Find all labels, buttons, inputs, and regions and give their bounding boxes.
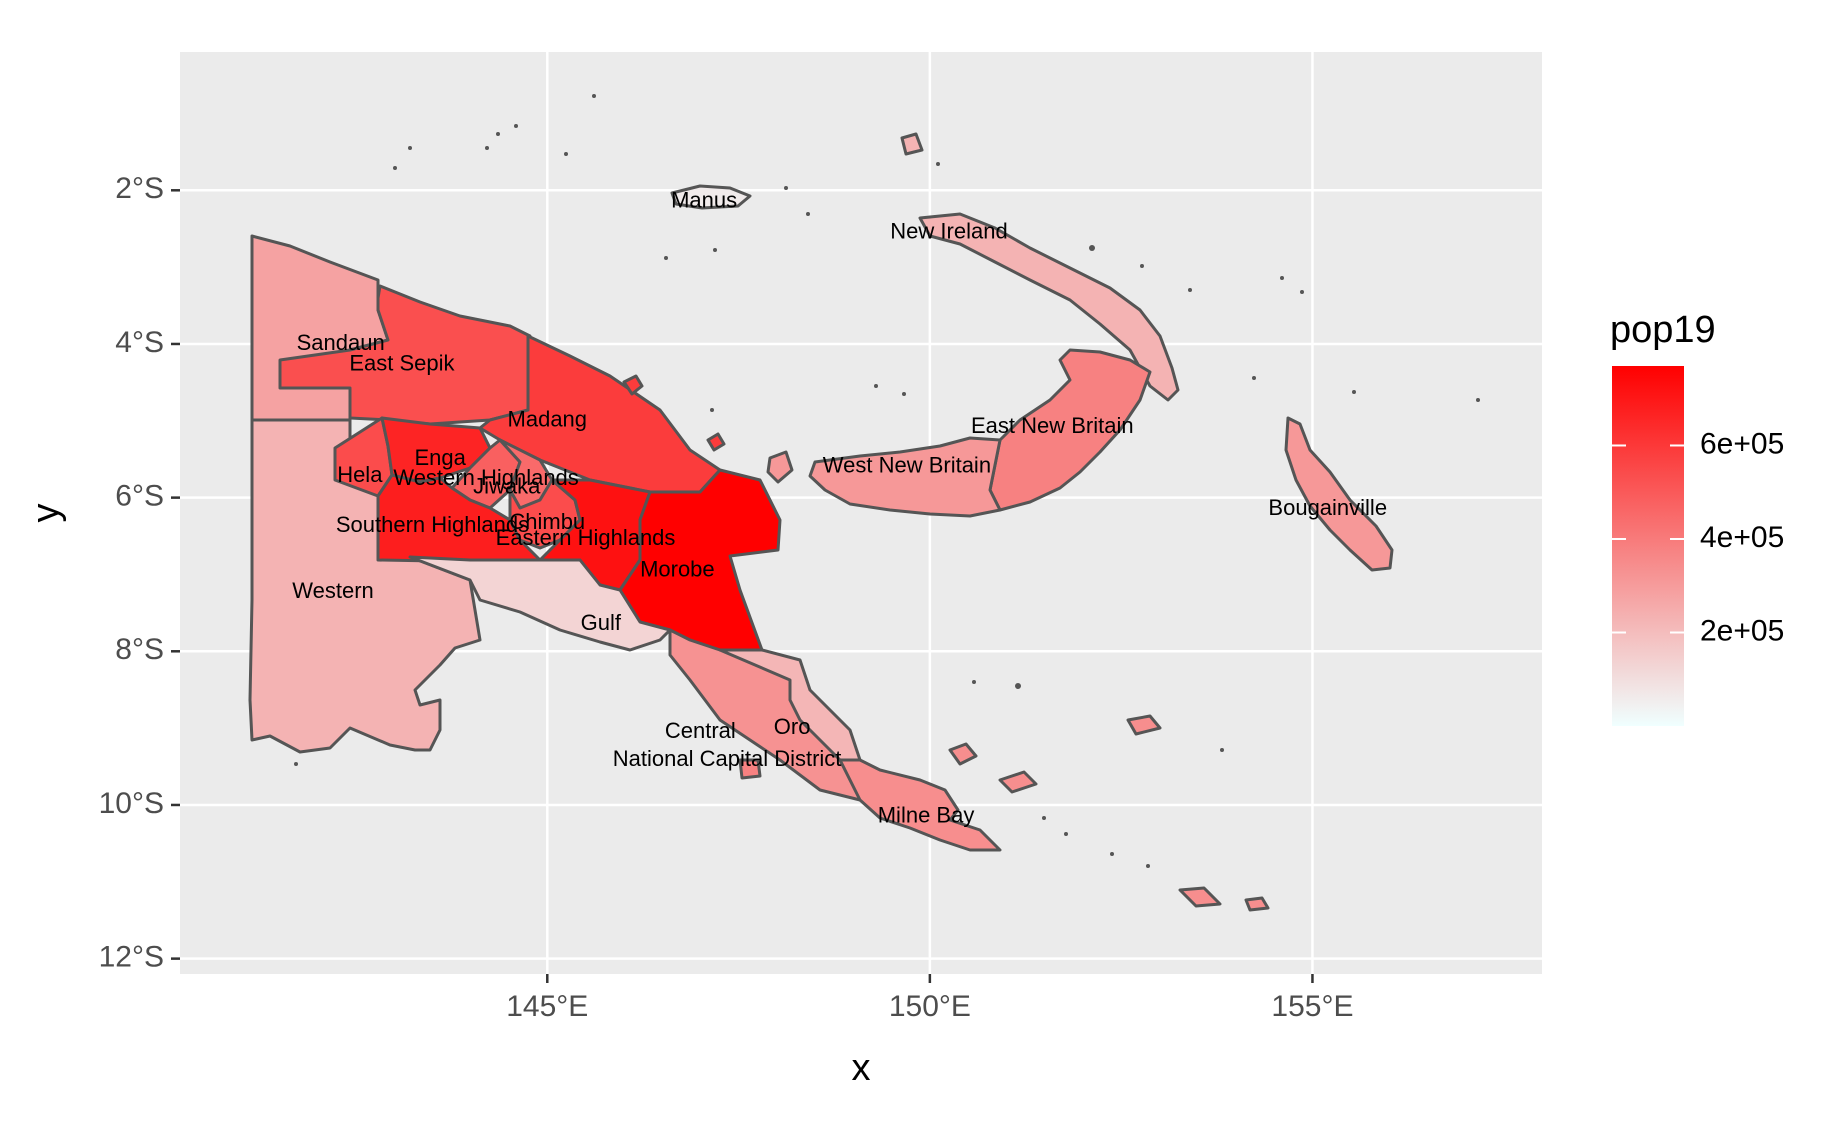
region-label: East New Britain bbox=[971, 413, 1134, 438]
islet-shape bbox=[1178, 886, 1222, 908]
region-label: Southern Highlands bbox=[336, 512, 529, 537]
tiny-islands bbox=[294, 94, 1480, 868]
region-label: Madang bbox=[508, 407, 588, 432]
y-axis-title: y bbox=[25, 504, 67, 523]
tiny-island-dot bbox=[874, 384, 878, 388]
region-label: New Ireland bbox=[890, 218, 1007, 243]
province-shape-manus bbox=[670, 184, 752, 210]
tiny-island-dot bbox=[1015, 683, 1021, 689]
tiny-island-dot bbox=[902, 392, 906, 396]
tiny-island-dot bbox=[514, 124, 518, 128]
islet-shape bbox=[706, 432, 726, 452]
province-shape-west-new-britain bbox=[808, 436, 1002, 518]
tiny-island-dot bbox=[806, 212, 810, 216]
x-tick-label: 150°E bbox=[889, 990, 971, 1023]
tiny-island-dot bbox=[564, 152, 568, 156]
region-label: Milne Bay bbox=[878, 802, 975, 827]
y-tick-label: 12°S bbox=[99, 941, 164, 974]
region-label: Oro bbox=[774, 714, 811, 739]
tiny-island-dot bbox=[710, 408, 714, 412]
tiny-island-dot bbox=[408, 146, 412, 150]
province-shape-enga bbox=[380, 416, 492, 484]
region-label: Manus bbox=[671, 188, 737, 213]
map-shapes bbox=[248, 132, 1394, 912]
y-axis: 2°S 4°S 6°S 8°S 10°S 12°S bbox=[99, 172, 180, 974]
tiny-island-dot bbox=[1110, 852, 1114, 856]
tiny-island-dot bbox=[784, 186, 788, 190]
region-label: Chimbu bbox=[509, 509, 585, 534]
islet-shape bbox=[998, 770, 1038, 794]
legend-title: pop19 bbox=[1610, 309, 1716, 351]
islet-shape bbox=[1244, 896, 1270, 912]
tiny-island-dot bbox=[713, 248, 717, 252]
tiny-island-dot bbox=[1089, 245, 1095, 251]
tiny-island-dot bbox=[1188, 288, 1192, 292]
province-shape-milne-bay bbox=[838, 758, 1002, 852]
region-label: National Capital District bbox=[613, 746, 842, 771]
legend-break-label: 4e+05 bbox=[1700, 521, 1784, 554]
region-label: Western Highlands bbox=[393, 465, 578, 490]
legend-ticks: 2e+05 4e+05 6e+05 bbox=[1612, 427, 1784, 647]
y-tick-label: 6°S bbox=[115, 480, 164, 513]
legend-colorbar bbox=[1612, 366, 1684, 726]
tiny-island-dot bbox=[1280, 276, 1284, 280]
tiny-island-dot bbox=[393, 166, 397, 170]
x-axis: 145°E 150°E 155°E bbox=[506, 974, 1353, 1023]
y-tick-label: 8°S bbox=[115, 633, 164, 666]
tiny-island-dot bbox=[1064, 832, 1068, 836]
legend: pop19 2e+05 4e+05 6e+05 bbox=[1610, 309, 1784, 726]
region-label: Gulf bbox=[581, 610, 622, 635]
tiny-island-dot bbox=[1220, 748, 1224, 752]
tiny-island-dot bbox=[1146, 864, 1150, 868]
province-shape-gulf bbox=[408, 555, 672, 652]
y-tick-label: 10°S bbox=[99, 787, 164, 820]
tiny-island-dot bbox=[1042, 816, 1046, 820]
x-axis-title: x bbox=[852, 1047, 871, 1089]
region-label: Enga bbox=[414, 445, 466, 470]
tiny-island-dot bbox=[1140, 264, 1144, 268]
y-tick-label: 4°S bbox=[115, 326, 164, 359]
islet-shape bbox=[900, 132, 924, 156]
region-label: Morobe bbox=[640, 556, 715, 581]
region-label: Eastern Highlands bbox=[496, 525, 676, 550]
province-shape-bougainville bbox=[1284, 416, 1394, 572]
tiny-island-dot bbox=[1252, 376, 1256, 380]
islet-shape bbox=[622, 374, 644, 396]
province-shape-new-ireland bbox=[918, 212, 1180, 402]
x-tick-label: 145°E bbox=[506, 990, 588, 1023]
tiny-island-dot bbox=[936, 162, 940, 166]
tiny-island-dot bbox=[1300, 290, 1304, 294]
tiny-island-dot bbox=[592, 94, 596, 98]
region-label: Sandaun bbox=[297, 330, 385, 355]
legend-break-label: 2e+05 bbox=[1700, 614, 1784, 647]
legend-break-label: 6e+05 bbox=[1700, 427, 1784, 460]
region-label: Jiwaka bbox=[473, 473, 541, 498]
tiny-island-dot bbox=[972, 680, 976, 684]
province-shape-national-capital-district bbox=[738, 758, 762, 780]
region-label: Bougainville bbox=[1268, 495, 1387, 520]
tiny-island-dot bbox=[1352, 390, 1356, 394]
tiny-island-dot bbox=[294, 762, 298, 766]
tiny-island-dot bbox=[485, 146, 489, 150]
region-label: Western bbox=[292, 578, 374, 603]
province-shape-east-new-britain bbox=[988, 348, 1152, 512]
islet-shape bbox=[948, 742, 978, 766]
region-label: Central bbox=[665, 718, 736, 743]
x-tick-label: 155°E bbox=[1271, 990, 1353, 1023]
islet-shape bbox=[766, 450, 794, 484]
region-label: West New Britain bbox=[823, 453, 991, 478]
region-label: Hela bbox=[337, 462, 383, 487]
tiny-island-dot bbox=[664, 256, 668, 260]
islet-shape bbox=[1126, 714, 1162, 736]
y-tick-label: 2°S bbox=[115, 172, 164, 205]
region-label: East Sepik bbox=[349, 351, 455, 376]
tiny-island-dot bbox=[496, 132, 500, 136]
tiny-island-dot bbox=[1476, 398, 1480, 402]
